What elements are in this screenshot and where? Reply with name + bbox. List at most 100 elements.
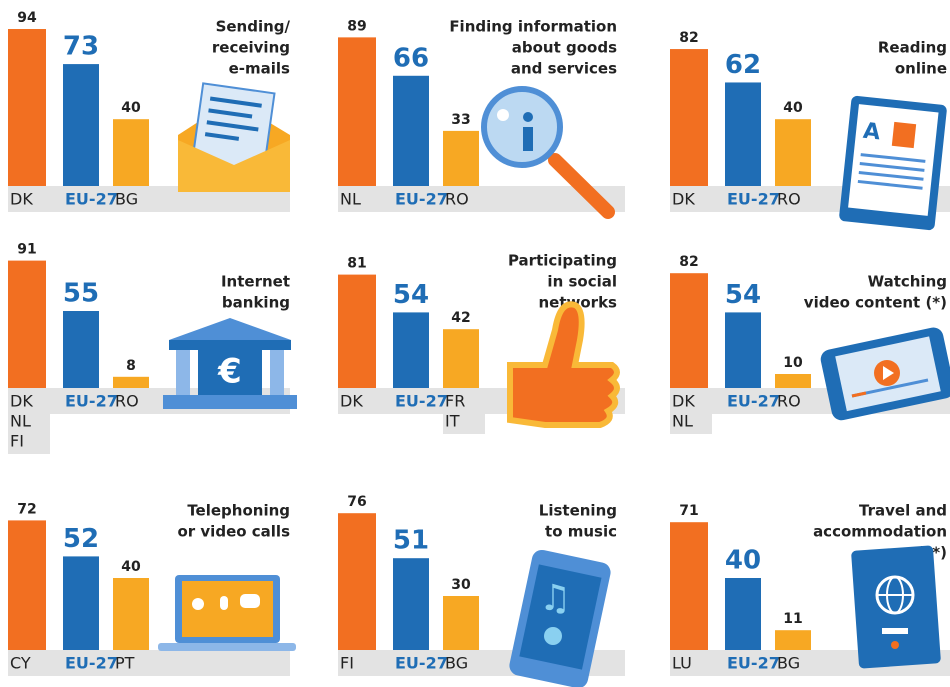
panel-title: Participating [508, 252, 617, 270]
panel-title: banking [222, 294, 290, 312]
category-label: DK [10, 392, 33, 411]
category-label: DK [10, 190, 33, 209]
bar [8, 29, 46, 186]
value-label: 66 [393, 43, 429, 73]
category-label: FR [445, 392, 465, 411]
bar [393, 558, 429, 650]
category-band-extension [8, 414, 50, 434]
bar [725, 578, 761, 650]
icon-laptop [158, 575, 296, 651]
panel-title: Internet [221, 273, 290, 291]
icon-bank: € [163, 318, 297, 409]
panel-title: video content (*) [804, 294, 947, 312]
panel-title: to music [545, 523, 617, 541]
value-label: 52 [63, 524, 99, 554]
category-label: EU-27 [65, 392, 118, 411]
bar [725, 82, 761, 186]
bar [113, 119, 149, 186]
category-band [8, 650, 290, 676]
bar [393, 312, 429, 388]
value-label: 54 [393, 280, 429, 310]
bar [113, 578, 149, 650]
value-label: 8 [126, 358, 136, 374]
panel-title: Reading [878, 39, 947, 57]
category-label: RO [115, 392, 139, 411]
value-label: 51 [393, 526, 429, 556]
icon-thumb [507, 301, 620, 428]
bar [63, 64, 99, 186]
icon-video [820, 327, 950, 421]
icon-reading: A [839, 95, 947, 231]
value-label: 11 [783, 611, 802, 627]
value-label: 40 [121, 559, 141, 575]
value-label: 54 [725, 280, 761, 310]
svg-text:A: A [862, 119, 882, 146]
panel-title: Listening [539, 502, 617, 520]
panel-title: accommodation [813, 523, 947, 541]
panel-title: Travel and [859, 502, 947, 520]
panel-title: and services [511, 60, 617, 78]
bar [338, 274, 376, 388]
value-label: 40 [725, 546, 761, 576]
category-label: EU-27 [65, 190, 118, 209]
bar [443, 596, 479, 650]
category-label: BG [115, 190, 138, 209]
svg-text:€: € [217, 352, 242, 392]
icon-search [481, 86, 615, 219]
category-label: PT [115, 654, 135, 673]
panel-title: e-mails [229, 60, 290, 78]
value-label: 91 [17, 242, 36, 258]
value-label: 30 [451, 577, 471, 593]
bar [670, 273, 708, 388]
category-label: DK [672, 190, 695, 209]
category-label: DK [672, 392, 695, 411]
panel-title: receiving [212, 39, 290, 57]
category-label: RO [777, 190, 801, 209]
value-label: 76 [347, 494, 366, 510]
category-label: RO [777, 392, 801, 411]
value-label: 10 [783, 355, 803, 371]
category-label: BG [445, 654, 468, 673]
panel-title: Telephoning [187, 502, 290, 520]
category-label: NL [672, 412, 693, 431]
value-label: 81 [347, 256, 366, 272]
value-label: 94 [17, 10, 37, 26]
bar [443, 130, 479, 186]
value-label: 73 [63, 32, 99, 62]
icon-phone: ♫ [509, 549, 611, 687]
category-label: FI [10, 432, 24, 451]
icon-email [178, 82, 290, 192]
category-label: BG [777, 654, 800, 673]
bar [775, 119, 811, 186]
category-label: CY [10, 654, 31, 673]
category-label: RO [445, 190, 469, 209]
category-label: EU-27 [727, 190, 780, 209]
value-label: 40 [121, 100, 141, 116]
bar [8, 520, 46, 650]
bar [113, 376, 149, 388]
icon-passport [851, 545, 941, 669]
category-label: EU-27 [395, 654, 448, 673]
bar [63, 556, 99, 650]
category-label: LU [672, 654, 692, 673]
bar [338, 37, 376, 187]
value-label: 42 [451, 310, 470, 326]
bar [338, 513, 376, 650]
value-label: 82 [679, 254, 698, 270]
category-label: EU-27 [65, 654, 118, 673]
panel-title: Watching [868, 273, 947, 291]
category-label: EU-27 [395, 392, 448, 411]
category-label: NL [340, 190, 361, 209]
value-label: 82 [679, 30, 698, 46]
value-label: 62 [725, 50, 761, 80]
category-label: EU-27 [727, 392, 780, 411]
panel-title: networks [539, 294, 618, 312]
bar [725, 312, 761, 388]
panel-title: online [895, 60, 947, 78]
panel-title: in social [547, 273, 617, 291]
value-label: 55 [63, 279, 99, 309]
panel-title: Finding information [449, 18, 617, 36]
value-label: 40 [783, 100, 803, 116]
value-label: 89 [347, 18, 366, 34]
